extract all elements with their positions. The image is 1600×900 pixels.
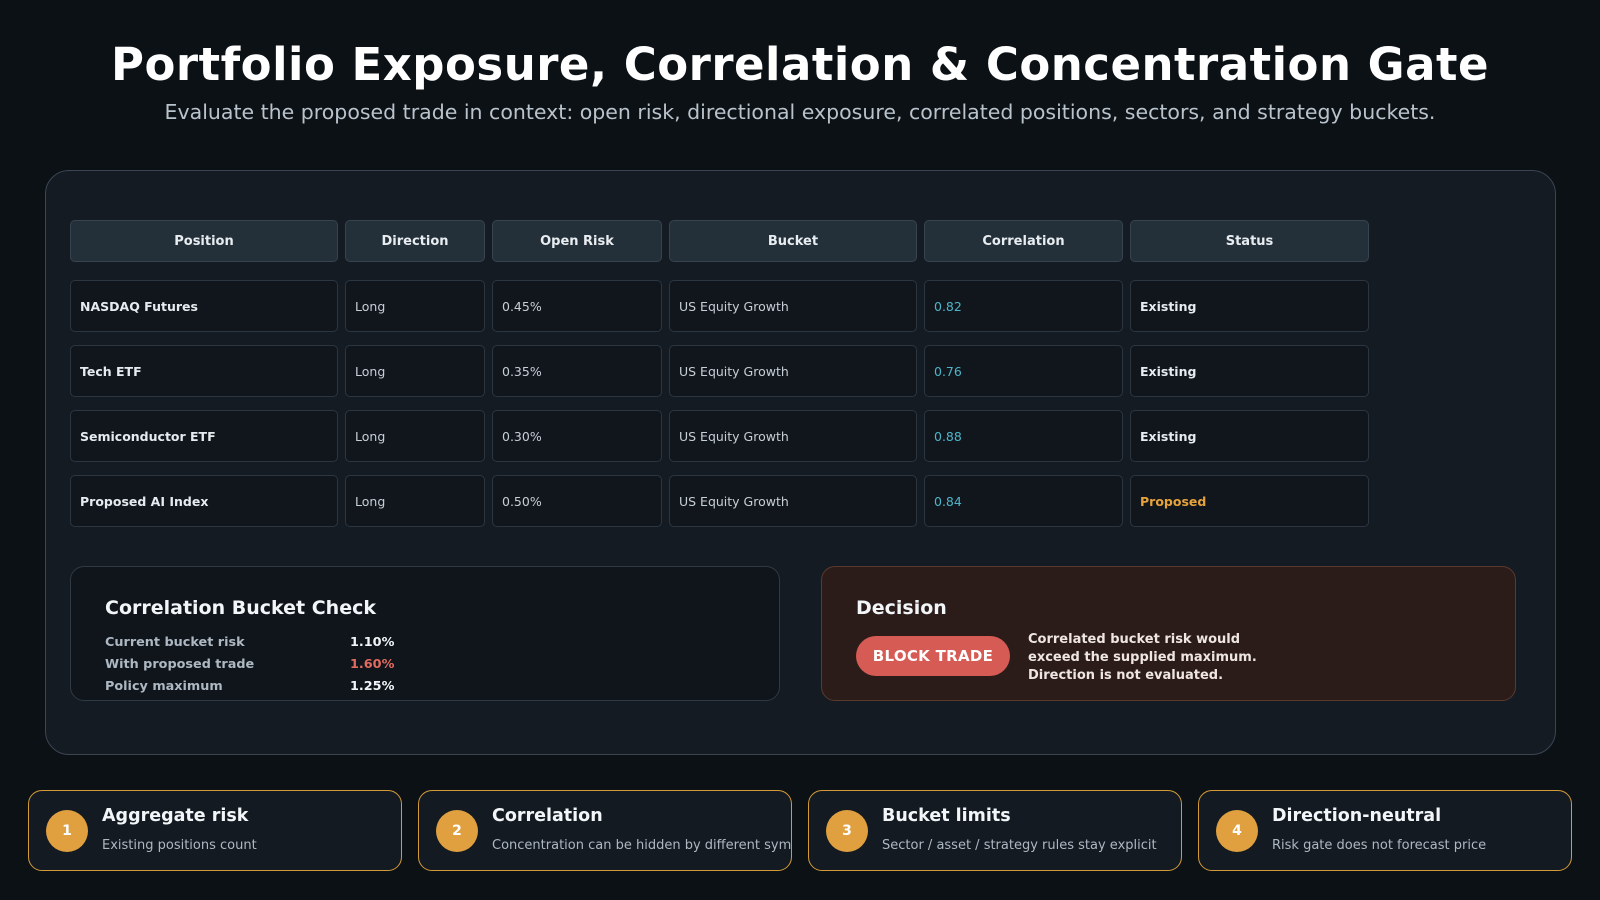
page-title: Portfolio Exposure, Correlation & Concen…: [111, 38, 1489, 91]
table-cell-status-proposed: Proposed: [1130, 475, 1369, 527]
table-cell-status: Existing: [1130, 410, 1369, 462]
table-cell-correlation: 0.82: [924, 280, 1123, 332]
step-card-direction-neutral: 4 Direction-neutral Risk gate does not f…: [1198, 790, 1572, 871]
column-header-status: Status: [1130, 220, 1369, 262]
table-cell-open-risk: 0.45%: [492, 280, 662, 332]
step-number-badge: 1: [46, 810, 88, 852]
step-card-correlation: 2 Correlation Concentration can be hidde…: [418, 790, 792, 871]
table-cell-direction: Long: [345, 475, 485, 527]
table-cell-open-risk: 0.30%: [492, 410, 662, 462]
table-cell-correlation: 0.84: [924, 475, 1123, 527]
step-description: Sector / asset / strategy rules stay exp…: [882, 838, 1157, 853]
column-header-open-risk: Open Risk: [492, 220, 662, 262]
column-header-correlation: Correlation: [924, 220, 1123, 262]
table-cell-bucket: US Equity Growth: [669, 280, 917, 332]
step-title: Direction-neutral: [1272, 806, 1442, 826]
table-cell-status: Existing: [1130, 280, 1369, 332]
column-header-bucket: Bucket: [669, 220, 917, 262]
bucket-check-label: Current bucket risk: [105, 635, 245, 650]
table-cell-direction: Long: [345, 345, 485, 397]
decision-line: exceed the supplied maximum.: [1028, 650, 1257, 665]
step-card-aggregate-risk: 1 Aggregate risk Existing positions coun…: [28, 790, 402, 871]
table-cell-position: Semiconductor ETF: [70, 410, 338, 462]
table-cell-bucket: US Equity Growth: [669, 410, 917, 462]
bucket-check-title: Correlation Bucket Check: [105, 597, 376, 619]
table-cell-correlation: 0.76: [924, 345, 1123, 397]
block-trade-button[interactable]: BLOCK TRADE: [856, 636, 1010, 676]
decision-card: Decision BLOCK TRADE Correlated bucket r…: [821, 566, 1516, 701]
step-card-bucket-limits: 3 Bucket limits Sector / asset / strateg…: [808, 790, 1182, 871]
table-cell-bucket: US Equity Growth: [669, 345, 917, 397]
decision-explanation: Correlated bucket risk would exceed the …: [1028, 631, 1288, 685]
table-cell-open-risk: 0.50%: [492, 475, 662, 527]
table-cell-position: NASDAQ Futures: [70, 280, 338, 332]
step-number-badge: 2: [436, 810, 478, 852]
bucket-check-value: 1.25%: [350, 679, 395, 694]
decision-line: Direction is not evaluated.: [1028, 668, 1224, 683]
column-header-direction: Direction: [345, 220, 485, 262]
step-title: Aggregate risk: [102, 806, 249, 826]
bucket-check-value: 1.10%: [350, 635, 395, 650]
main-panel: Position Direction Open Risk Bucket Corr…: [45, 170, 1556, 755]
table-cell-direction: Long: [345, 410, 485, 462]
step-description: Concentration can be hidden by different…: [492, 838, 792, 853]
table-cell-open-risk: 0.35%: [492, 345, 662, 397]
page-subtitle: Evaluate the proposed trade in context: …: [164, 100, 1436, 124]
correlation-bucket-check-card: Correlation Bucket Check Current bucket …: [70, 566, 780, 701]
bucket-check-label: Policy maximum: [105, 679, 223, 694]
table-cell-direction: Long: [345, 280, 485, 332]
step-number-badge: 4: [1216, 810, 1258, 852]
step-description: Risk gate does not forecast price: [1272, 838, 1487, 853]
step-title: Bucket limits: [882, 806, 1011, 826]
step-number-badge: 3: [826, 810, 868, 852]
table-cell-bucket: US Equity Growth: [669, 475, 917, 527]
bucket-check-label: With proposed trade: [105, 657, 255, 672]
table-cell-position: Tech ETF: [70, 345, 338, 397]
table-cell-correlation: 0.88: [924, 410, 1123, 462]
decision-title: Decision: [856, 597, 947, 619]
bucket-check-value-warning: 1.60%: [350, 657, 395, 672]
decision-line: Correlated bucket risk would: [1028, 632, 1241, 647]
column-header-position: Position: [70, 220, 338, 262]
table-cell-status: Existing: [1130, 345, 1369, 397]
step-description: Existing positions count: [102, 838, 257, 853]
step-title: Correlation: [492, 806, 603, 826]
table-cell-position: Proposed AI Index: [70, 475, 338, 527]
